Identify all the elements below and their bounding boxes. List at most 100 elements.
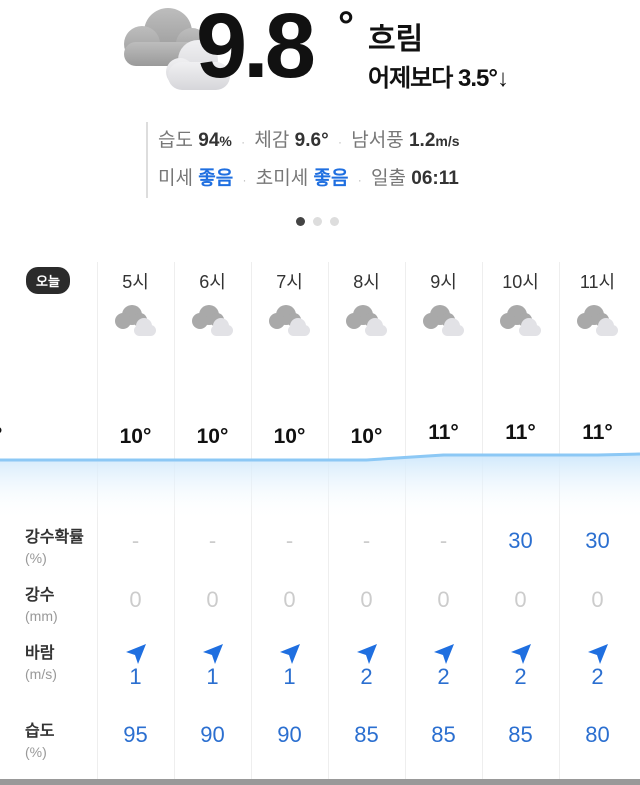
humidity-unit: % — [219, 133, 232, 149]
precip-value: 0 — [206, 587, 219, 612]
weather-condition: 흐림 — [368, 23, 424, 56]
column-divider — [405, 262, 406, 779]
hourly-temp: 11° — [582, 421, 613, 444]
precip-prob-value: 30 — [508, 528, 533, 553]
column-divider — [251, 262, 252, 779]
wind-direction-arrow-icon — [328, 642, 405, 671]
cloudy-icon — [124, 8, 230, 90]
column-divider — [328, 262, 329, 779]
wind-row-label: 바람 (m/s) — [25, 645, 57, 682]
wind-label: 남서풍 — [351, 130, 404, 151]
wind-value: 2 — [591, 664, 604, 689]
hour-label: 6시 — [199, 272, 226, 292]
wind-value: 2 — [514, 664, 527, 689]
hour-label: 5시 — [122, 272, 149, 292]
precip-prob-value: 30 — [585, 528, 610, 553]
page-dot-3[interactable] — [330, 217, 339, 226]
humidity-value: 80 — [585, 722, 610, 747]
precip-prob-value: - — [439, 528, 448, 553]
humidity-value: 90 — [200, 722, 225, 747]
previous-temp-fragment: ° — [0, 424, 2, 448]
wind-value: 1 — [283, 664, 296, 689]
wind-value: 1.2 — [408, 130, 436, 151]
cloudy-icon — [405, 302, 482, 343]
hourly-temp: 10° — [196, 425, 229, 448]
wind-value: 2 — [360, 664, 373, 689]
precip-value: 0 — [283, 587, 296, 612]
degree-symbol: ° — [338, 4, 354, 48]
sunrise-value: 06:11 — [411, 168, 459, 189]
wind-direction-arrow-icon — [559, 642, 636, 671]
column-divider — [97, 262, 98, 779]
humidity-value: 94 — [198, 130, 220, 151]
cloudy-icon — [328, 302, 405, 343]
feels-like-label: 체감 — [254, 130, 290, 151]
fine-dust-value[interactable]: 좋음 — [198, 168, 234, 189]
hour-label: 11시 — [579, 272, 616, 292]
humidity-value: 95 — [123, 722, 148, 747]
precip-prob-value: - — [208, 528, 217, 553]
precip-prob-label: 강수확률 (%) — [25, 529, 84, 566]
precip-label: 강수 (mm) — [25, 587, 58, 624]
hourly-temp: 10° — [350, 425, 383, 448]
hourly-temp: 11° — [505, 421, 536, 444]
precip-value: 0 — [514, 587, 527, 612]
precip-value: 0 — [129, 587, 142, 612]
precip-unit: (mm) — [25, 608, 58, 624]
precip-value: 0 — [591, 587, 604, 612]
humidity-row-label: 습도 (%) — [25, 723, 55, 760]
hourly-temp: 10° — [273, 425, 306, 448]
today-badge: 오늘 — [26, 267, 70, 294]
page-indicator[interactable] — [296, 217, 339, 226]
bottom-divider — [0, 779, 640, 785]
humidity-value: 85 — [354, 722, 379, 747]
hour-label: 9시 — [430, 272, 457, 292]
cloudy-icon — [251, 302, 328, 343]
separator: · — [241, 135, 246, 149]
wind-unit: m/s — [435, 133, 460, 149]
wind-direction-arrow-icon — [97, 642, 174, 671]
wind-value: 1 — [129, 664, 142, 689]
ultrafine-dust-value[interactable]: 좋음 — [313, 168, 349, 189]
humidity-label: 습도 — [158, 130, 193, 151]
precip-prob-unit: (%) — [25, 550, 47, 566]
precip-value: 0 — [360, 587, 373, 612]
yesterday-comparison: 어제보다 3.5°↓ — [368, 65, 509, 92]
hour-label: 10시 — [502, 272, 539, 292]
hour-label: 8시 — [353, 272, 380, 292]
cloudy-icon — [174, 302, 251, 343]
wind-direction-arrow-icon — [482, 642, 559, 671]
page-dot-1[interactable] — [296, 217, 305, 226]
cloudy-icon — [97, 302, 174, 343]
precip-prob-value: - — [131, 528, 140, 553]
feels-like-value: 9.6° — [294, 130, 329, 151]
humidity-value: 85 — [431, 722, 456, 747]
humidity-value: 85 — [508, 722, 533, 747]
page-dot-2[interactable] — [313, 217, 322, 226]
weather-details: 습도 94% · 체감 9.6° · 남서풍 1.2m/s 미세 좋음 · 초미… — [146, 122, 460, 198]
wind-direction-arrow-icon — [405, 642, 482, 671]
cloudy-icon — [482, 302, 559, 343]
precip-value: 0 — [437, 587, 450, 612]
humidity-row-unit: (%) — [25, 744, 47, 760]
wind-direction-arrow-icon — [174, 642, 251, 671]
separator: · — [357, 173, 362, 187]
details-row-1: 습도 94% · 체감 9.6° · 남서풍 1.2m/s — [158, 122, 460, 160]
wind-value: 1 — [206, 664, 219, 689]
fine-dust-label: 미세 — [158, 168, 193, 189]
wind-row-unit: (m/s) — [25, 666, 57, 682]
column-divider — [174, 262, 175, 779]
humidity-value: 90 — [277, 722, 302, 747]
temperature-area — [0, 454, 640, 520]
sunrise-label: 일출 — [371, 168, 407, 189]
column-divider — [559, 262, 560, 779]
ultrafine-dust-label: 초미세 — [255, 168, 309, 189]
temperature-line — [0, 452, 640, 462]
hour-label: 7시 — [276, 272, 303, 292]
wind-direction-arrow-icon — [251, 642, 328, 671]
separator: · — [337, 135, 342, 149]
cloudy-icon — [559, 302, 636, 343]
separator: · — [242, 173, 247, 187]
precip-prob-value: - — [285, 528, 294, 553]
hourly-temp: 11° — [428, 421, 459, 444]
